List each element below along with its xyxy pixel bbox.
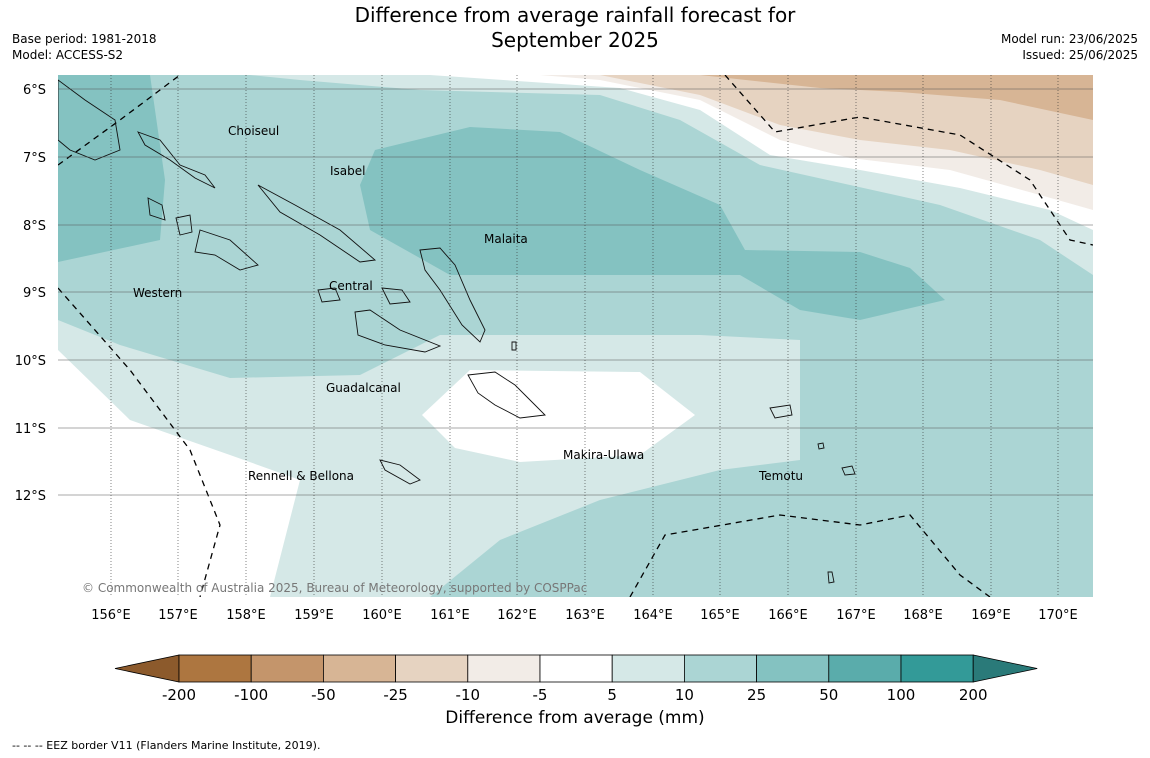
colorbar: -200 -100 -50 -25 -10 -5 5 10 25 50 100 200 bbox=[114, 654, 1038, 704]
colorbar-segment bbox=[322, 654, 396, 683]
colorbar-tick-label: 10 bbox=[675, 686, 694, 704]
lon-label: 161°E bbox=[430, 608, 470, 623]
colorbar-tick-label: -5 bbox=[533, 686, 548, 704]
place-label-rennell-bellona: Rennell & Bellona bbox=[248, 469, 354, 483]
band-near-normal-makira bbox=[422, 370, 695, 462]
title-line-2: September 2025 bbox=[491, 28, 659, 52]
eez-border bbox=[58, 75, 1093, 597]
colorbar-segment bbox=[611, 654, 685, 683]
place-label-malaita: Malaita bbox=[484, 232, 528, 246]
lon-label: 170°E bbox=[1038, 608, 1078, 623]
colorbar-tick-label: 5 bbox=[607, 686, 617, 704]
band-25-50-central bbox=[360, 127, 945, 320]
lon-label: 167°E bbox=[836, 608, 876, 623]
colorbar-tick-label: -25 bbox=[383, 686, 408, 704]
graticule bbox=[58, 75, 1093, 597]
colorbar-tick-label: -50 bbox=[311, 686, 336, 704]
lon-label: 156°E bbox=[91, 608, 131, 623]
place-label-makira-ulawa: Makira-Ulawa bbox=[563, 448, 644, 462]
colorbar-extend-high bbox=[972, 654, 1038, 683]
colorbar-tick-label: 200 bbox=[959, 686, 988, 704]
colorbar-tick-label: -10 bbox=[456, 686, 481, 704]
lat-label: 6°S bbox=[23, 83, 46, 98]
colorbar-segment bbox=[900, 654, 974, 683]
lat-label: 12°S bbox=[15, 489, 46, 504]
lon-label: 168°E bbox=[903, 608, 943, 623]
place-label-temotu: Temotu bbox=[758, 469, 803, 483]
colorbar-label: Difference from average (mm) bbox=[445, 708, 705, 728]
island-outlines bbox=[58, 79, 856, 584]
latitude-labels: 6°S 7°S 8°S 9°S 10°S 11°S 12°S bbox=[15, 83, 46, 504]
lat-label: 8°S bbox=[23, 219, 46, 234]
colorbar-segment bbox=[467, 654, 541, 683]
title-line-1: Difference from average rainfall forecas… bbox=[354, 3, 796, 27]
copyright-text: © Commonwealth of Australia 2025, Bureau… bbox=[82, 581, 587, 595]
lon-label: 164°E bbox=[633, 608, 673, 623]
band-minus10-minus25 bbox=[600, 75, 1093, 185]
colorbar-segment bbox=[250, 654, 324, 683]
longitude-labels: 156°E 157°E 158°E 159°E 160°E 161°E 162°… bbox=[91, 608, 1078, 623]
colorbar-tick-label: 100 bbox=[887, 686, 916, 704]
colorbar-tick-label: -200 bbox=[162, 686, 196, 704]
band-near-normal-sw bbox=[58, 350, 300, 597]
colorbar-segment bbox=[756, 654, 830, 683]
base-period: Base period: 1981-2018 bbox=[12, 32, 157, 46]
latitude-lines bbox=[58, 88, 1093, 496]
lon-label: 160°E bbox=[362, 608, 402, 623]
lon-label: 158°E bbox=[226, 608, 266, 623]
forecast-contours bbox=[58, 75, 1093, 597]
lat-label: 7°S bbox=[23, 151, 46, 166]
lat-label: 10°S bbox=[15, 354, 46, 369]
lon-label: 163°E bbox=[565, 608, 605, 623]
place-label-choiseul: Choiseul bbox=[228, 124, 279, 138]
lon-label: 162°E bbox=[497, 608, 537, 623]
issued-date: Issued: 25/06/2025 bbox=[1022, 48, 1138, 62]
colorbar-segment bbox=[684, 654, 758, 683]
meta-right: Model run: 23/06/2025 Issued: 25/06/2025 bbox=[1001, 31, 1138, 63]
band-25-50-west bbox=[58, 75, 165, 262]
lon-label: 169°E bbox=[971, 608, 1011, 623]
meta-left: Base period: 1981-2018 Model: ACCESS-S2 bbox=[12, 31, 157, 63]
band-minus25-minus50 bbox=[700, 75, 1093, 120]
place-label-guadalcanal: Guadalcanal bbox=[326, 381, 401, 395]
colorbar-segment bbox=[539, 654, 613, 683]
lon-label: 157°E bbox=[158, 608, 198, 623]
model-name: Model: ACCESS-S2 bbox=[12, 48, 124, 62]
colorbar-tick-label: 25 bbox=[747, 686, 766, 704]
place-label-isabel: Isabel bbox=[330, 164, 365, 178]
lat-label: 9°S bbox=[23, 286, 46, 301]
colorbar-segment bbox=[828, 654, 902, 683]
colorbar-segment bbox=[395, 654, 469, 683]
map-title: Difference from average rainfall forecas… bbox=[0, 3, 1150, 53]
colorbar-segment bbox=[178, 654, 252, 683]
longitude-lines bbox=[110, 75, 1059, 597]
province-labels: Choiseul Isabel Malaita Central Western … bbox=[133, 124, 803, 483]
model-run: Model run: 23/06/2025 bbox=[1000, 32, 1138, 46]
eez-legend-note: -- -- -- EEZ border V11 (Flanders Marine… bbox=[12, 739, 321, 752]
colorbar-extend-low bbox=[114, 654, 180, 683]
colorbar-tick-label: -100 bbox=[234, 686, 268, 704]
lat-label: 11°S bbox=[15, 422, 46, 437]
lon-label: 165°E bbox=[700, 608, 740, 623]
place-label-western: Western bbox=[133, 286, 182, 300]
colorbar-tick-label: 50 bbox=[819, 686, 838, 704]
place-label-central: Central bbox=[329, 279, 373, 293]
lon-label: 159°E bbox=[294, 608, 334, 623]
lon-label: 166°E bbox=[768, 608, 808, 623]
